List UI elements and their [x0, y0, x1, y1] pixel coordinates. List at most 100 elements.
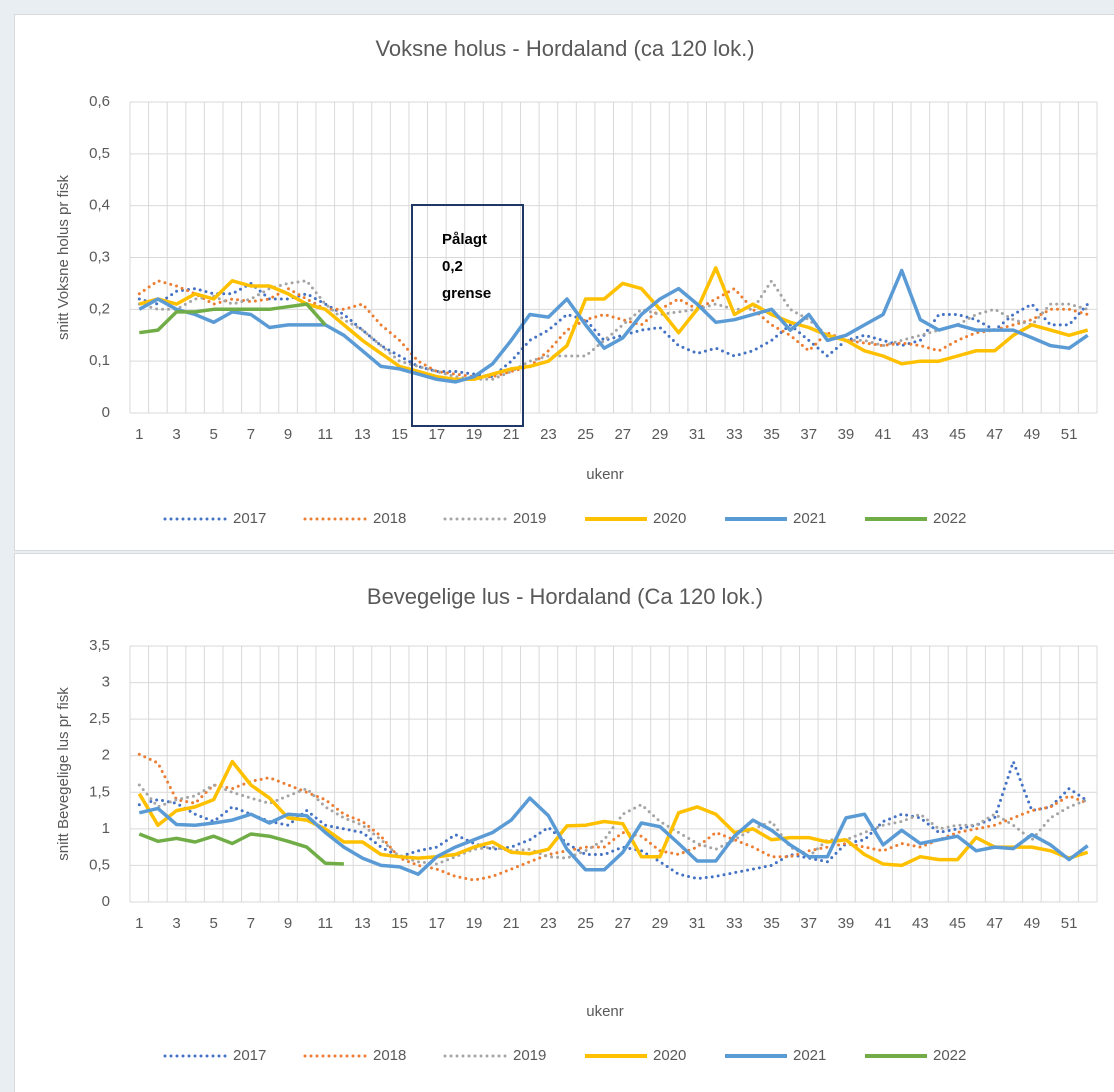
chart-panel — [14, 553, 1114, 1092]
x-tick-label: 11 — [317, 426, 333, 443]
x-tick-label: 3 — [172, 426, 180, 443]
x-tick-label: 29 — [652, 426, 669, 443]
x-tick-label: 9 — [284, 426, 292, 443]
series-line — [137, 281, 1090, 379]
x-tick-label: 25 — [577, 915, 594, 932]
y-tick-label: 3 — [102, 674, 110, 691]
x-tick-label: 1 — [135, 915, 143, 932]
x-tick-label: 51 — [1061, 426, 1078, 443]
y-tick-label: 0,1 — [89, 352, 110, 369]
x-tick-label: 7 — [247, 426, 255, 443]
series-line — [138, 796, 1089, 876]
annotation-text: grense — [442, 285, 491, 302]
x-tick-label: 35 — [763, 426, 780, 443]
x-tick-label: 1 — [135, 426, 143, 443]
y-tick-label: 0,6 — [89, 93, 110, 110]
x-tick-label: 19 — [466, 915, 483, 932]
legend-label: 2020 — [653, 510, 686, 527]
x-tick-label: 43 — [912, 915, 929, 932]
series-line — [139, 302, 327, 335]
y-tick-label: 2 — [102, 747, 110, 764]
legend-label: 2022 — [933, 510, 966, 527]
x-tick-label: 37 — [800, 426, 817, 443]
y-tick-label: 0,4 — [89, 197, 110, 214]
chart: Bevegelige lus - Hordaland (Ca 120 lok.)… — [55, 584, 1098, 1064]
legend-label: 2019 — [513, 1047, 546, 1064]
x-tick-label: 7 — [247, 915, 255, 932]
x-tick-label: 29 — [652, 915, 669, 932]
annotation-text: Pålagt — [442, 231, 487, 248]
y-tick-label: 0 — [102, 404, 110, 421]
series-line — [137, 279, 1090, 379]
y-tick-label: 0,5 — [89, 145, 110, 162]
x-tick-label: 23 — [540, 915, 557, 932]
series-line — [138, 266, 1089, 382]
x-tick-label: 45 — [949, 915, 966, 932]
x-tick-label: 49 — [1024, 915, 1041, 932]
x-tick-label: 47 — [986, 915, 1003, 932]
x-tick-label: 21 — [503, 915, 520, 932]
x-tick-label: 51 — [1061, 915, 1078, 932]
y-tick-label: 3,5 — [89, 637, 110, 654]
legend-label: 2020 — [653, 1047, 686, 1064]
legend-label: 2019 — [513, 510, 546, 527]
x-tick-label: 15 — [391, 426, 408, 443]
annotation-text: 0,2 — [442, 258, 463, 275]
x-axis-label: ukenr — [586, 1003, 624, 1020]
series-line — [137, 759, 1089, 868]
y-tick-label: 0 — [102, 893, 110, 910]
x-tick-label: 31 — [689, 915, 706, 932]
x-tick-label: 27 — [614, 915, 631, 932]
chart-title: Bevegelige lus - Hordaland (Ca 120 lok.) — [367, 584, 763, 609]
y-axis-label: snitt Bevegelige lus pr fisk — [55, 687, 72, 861]
chart-panel — [14, 14, 1114, 551]
x-tick-label: 33 — [726, 915, 743, 932]
x-axis-label: ukenr — [586, 466, 624, 483]
x-tick-label: 5 — [210, 426, 218, 443]
x-tick-label: 13 — [354, 426, 371, 443]
x-tick-label: 49 — [1024, 426, 1041, 443]
y-tick-label: 0,3 — [89, 248, 110, 265]
series-line — [138, 832, 344, 866]
legend-label: 2017 — [233, 1047, 266, 1064]
legend-label: 2021 — [793, 1047, 826, 1064]
chart: Voksne holus - Hordaland (ca 120 lok.) 0 0… — [55, 36, 1098, 527]
x-tick-label: 9 — [284, 915, 292, 932]
x-tick-label: 21 — [503, 426, 520, 443]
x-tick-label: 27 — [614, 426, 631, 443]
x-tick-label: 39 — [838, 915, 855, 932]
x-tick-label: 3 — [172, 915, 180, 932]
x-tick-label: 17 — [428, 426, 445, 443]
x-tick-label: 19 — [466, 426, 483, 443]
legend-label: 2021 — [793, 510, 826, 527]
annotation-box — [411, 204, 524, 427]
x-tick-label: 13 — [354, 915, 371, 932]
x-tick-label: 39 — [838, 426, 855, 443]
legend-label: 2018 — [373, 510, 406, 527]
x-tick-label: 45 — [949, 426, 966, 443]
y-tick-label: 1,5 — [89, 783, 110, 800]
x-tick-label: 41 — [875, 915, 892, 932]
x-tick-label: 11 — [317, 915, 333, 932]
x-tick-label: 37 — [800, 915, 817, 932]
x-tick-label: 23 — [540, 426, 557, 443]
y-tick-label: 2,5 — [89, 710, 110, 727]
series-line — [137, 783, 1090, 866]
y-tick-label: 0,5 — [89, 856, 110, 873]
legend-label: 2022 — [933, 1047, 966, 1064]
chart-title: Voksne holus - Hordaland (ca 120 lok.) — [375, 36, 754, 61]
series-line — [137, 279, 1090, 381]
x-tick-label: 43 — [912, 426, 929, 443]
x-tick-label: 17 — [428, 915, 445, 932]
x-tick-label: 47 — [986, 426, 1003, 443]
x-tick-label: 31 — [689, 426, 706, 443]
legend-label: 2017 — [233, 510, 266, 527]
legend-label: 2018 — [373, 1047, 406, 1064]
y-tick-label: 0,2 — [89, 300, 110, 317]
x-tick-label: 41 — [875, 426, 892, 443]
x-tick-label: 5 — [210, 915, 218, 932]
series-line — [137, 752, 1090, 882]
y-tick-label: 1 — [102, 820, 110, 837]
x-tick-label: 33 — [726, 426, 743, 443]
